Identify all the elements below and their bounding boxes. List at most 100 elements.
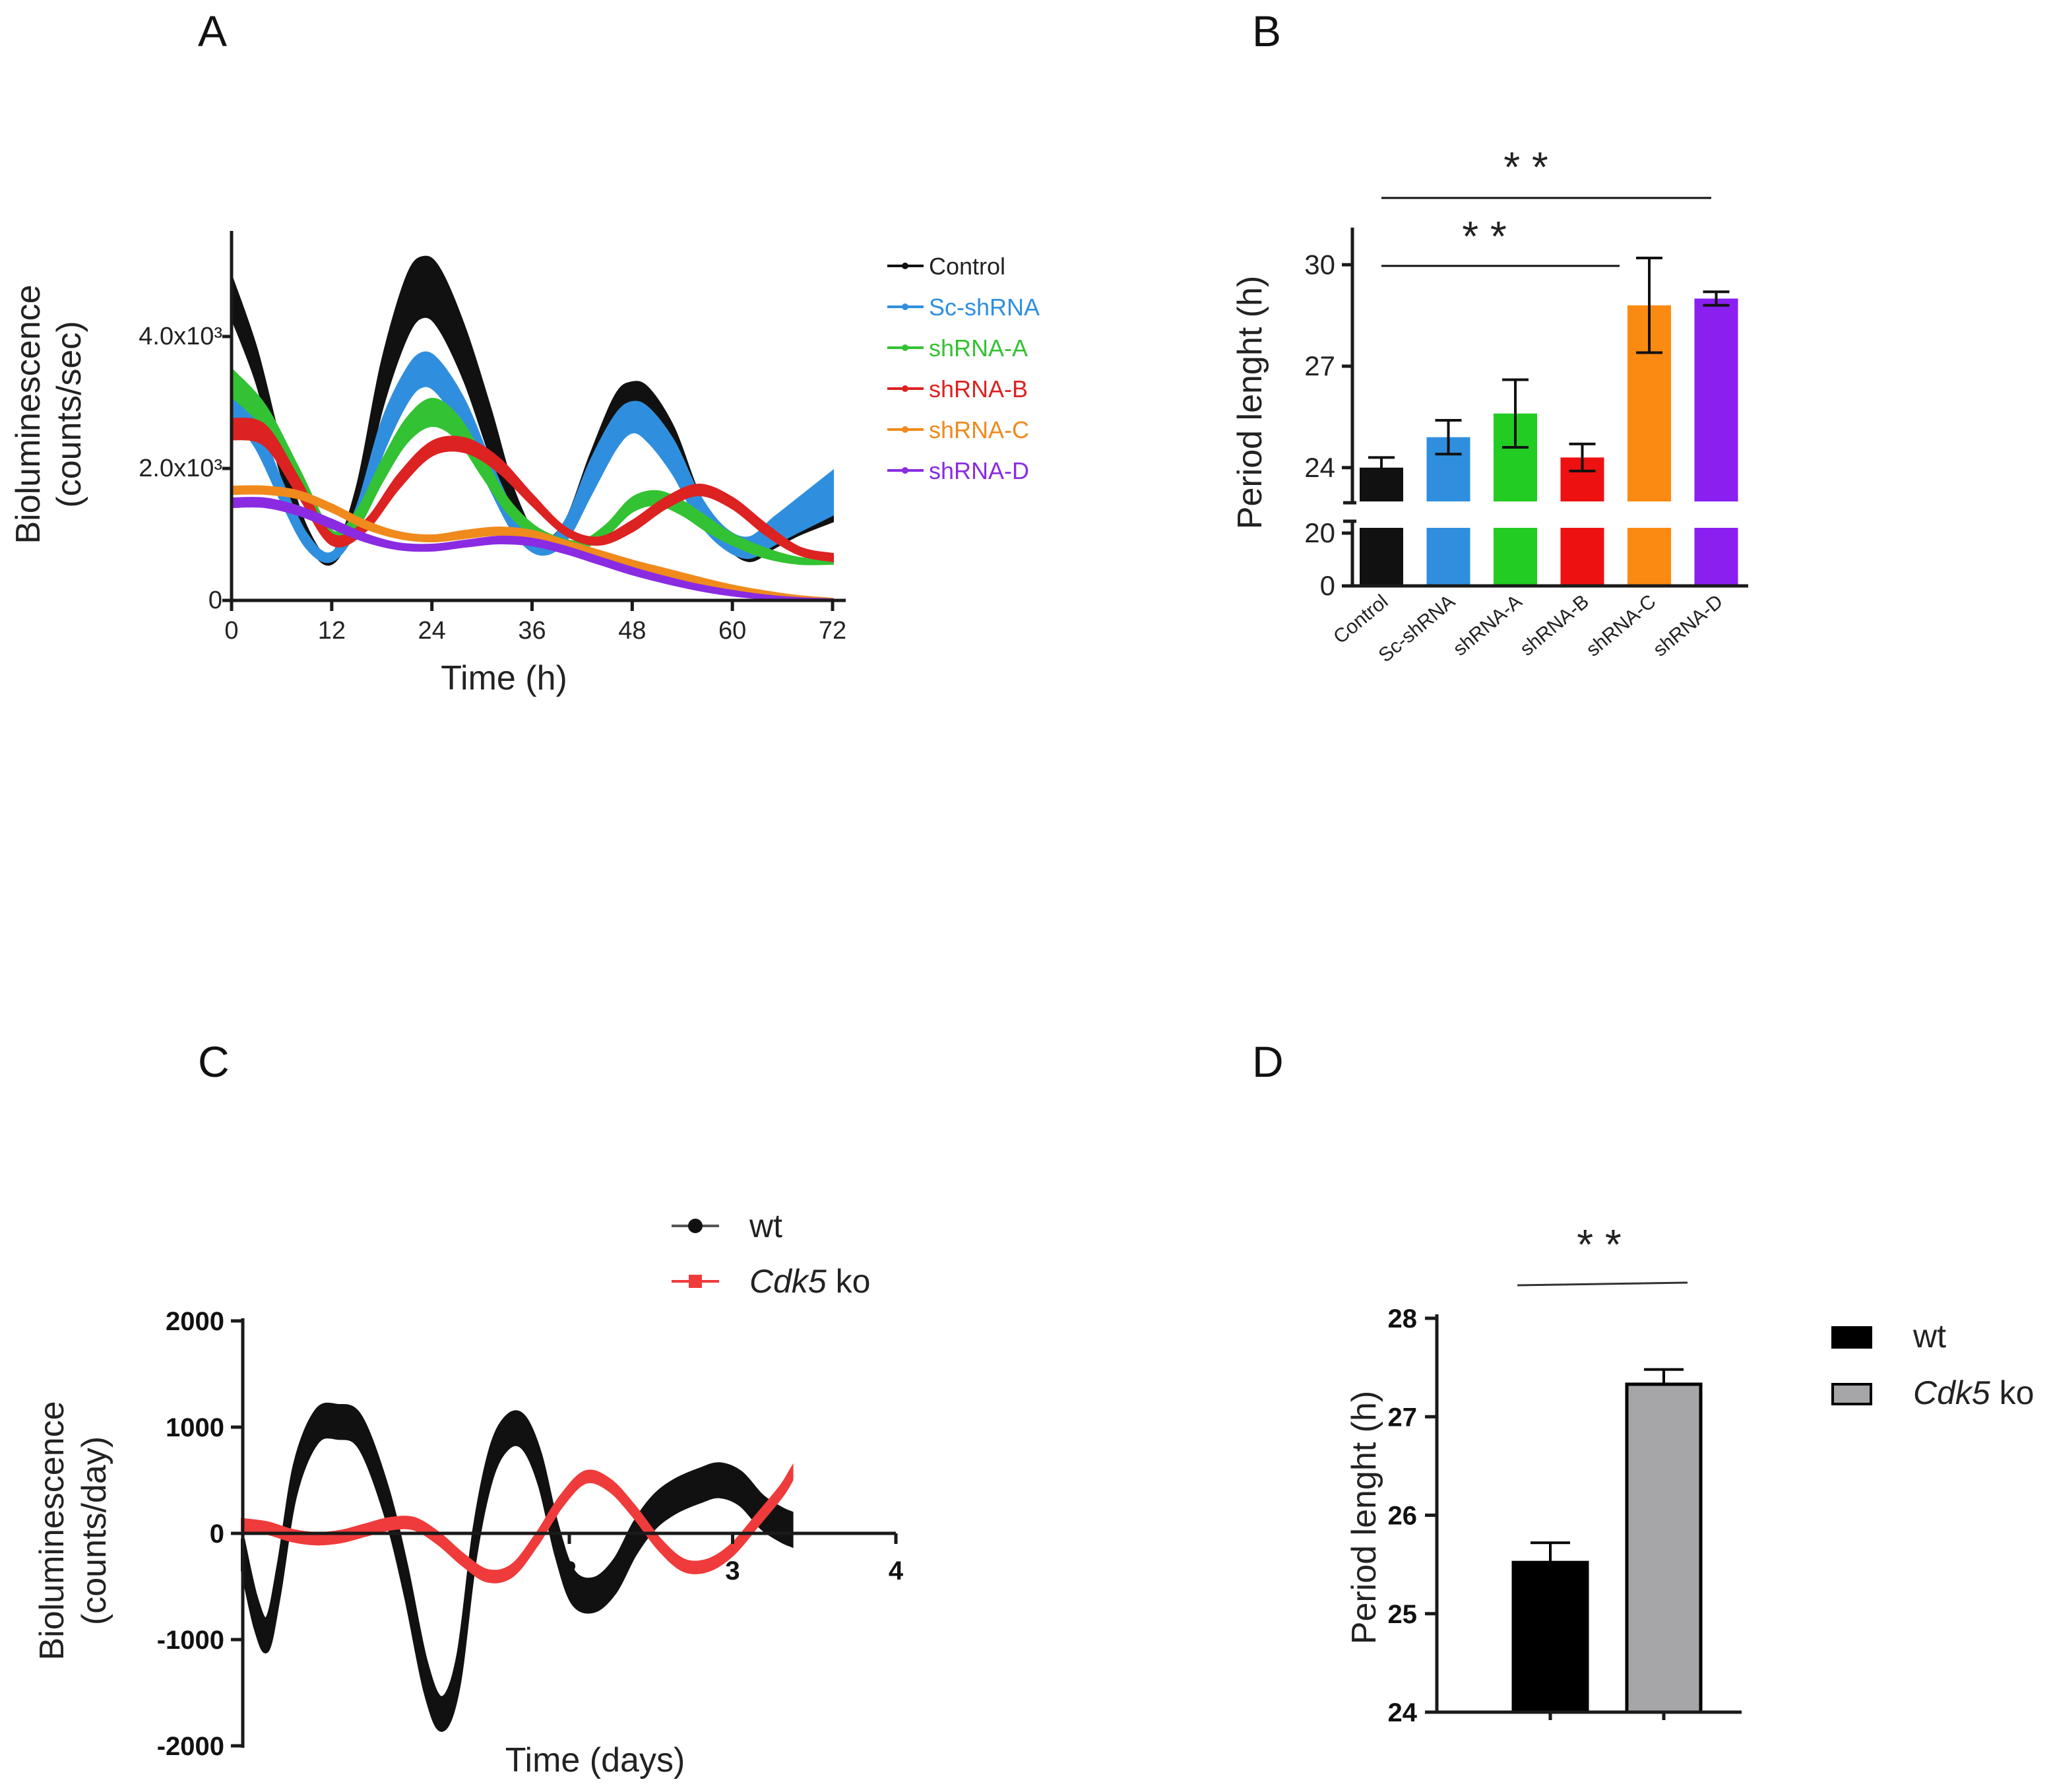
y-tick-label: 25 [1388, 1600, 1418, 1629]
x-tick-label: 48 [618, 617, 646, 645]
panel-a-x-label: Time (h) [441, 659, 567, 697]
panel-d-significance: * * [1517, 1221, 1688, 1287]
panel-b-y-ticks: 0 20 24 27 30 [1304, 249, 1352, 601]
panel-a-letter: A [198, 7, 227, 55]
panel-b: B 0 20 24 27 30 ControlSc-shRNAshRNA-AshRNA-… [1231, 7, 1748, 666]
y-tick-label: 0 [208, 587, 222, 614]
bar-cdk5-ko [1625, 1382, 1703, 1714]
legend-label-cdk5-ko: Cdk5 ko [749, 1263, 870, 1300]
x-tick-label: 24 [418, 617, 446, 645]
y-tick-label: 26 [1388, 1502, 1418, 1531]
legend-label-wt: wt [1912, 1318, 1946, 1355]
legend-marker-wt [688, 1219, 703, 1233]
panel-c-x-label: Time (days) [505, 1741, 685, 1779]
x-tick-label: 36 [518, 617, 546, 645]
legend-label-shrna-a: shRNA-A [929, 335, 1028, 362]
y-tick-label: 4.0x10³ [139, 323, 222, 350]
legend-marker-shrna-a [902, 344, 908, 351]
panel-b-y-label: Period lenght (h) [1231, 276, 1269, 529]
bar-lower-shrna-c [1627, 528, 1671, 586]
panel-c-y-label-line2: (counts/day) [75, 1436, 113, 1625]
panel-b-x-labels: ControlSc-shRNAshRNA-AshRNA-BshRNA-CshRN… [1329, 591, 1727, 666]
x-tick-label: shRNA-C [1582, 591, 1660, 661]
y-tick-label: 0 [1320, 570, 1335, 601]
y-tick-label: 20 [1304, 517, 1335, 548]
significance-label: * * [1503, 143, 1548, 191]
panel-d-legend: wt Cdk5 ko [1831, 1318, 2034, 1411]
bar-lower-control [1360, 528, 1403, 586]
significance-label: * * [1462, 212, 1507, 260]
panel-c-axes [241, 1318, 896, 1748]
panel-d-bars [1511, 1368, 1703, 1714]
legend-label-sc-shrna: Sc-shRNA [929, 294, 1040, 321]
x-tick-label: shRNA-B [1516, 591, 1593, 660]
bar-shrna-d [1694, 298, 1738, 501]
y-tick-label: 1000 [166, 1413, 224, 1442]
x-tick-label: 2 [562, 1556, 577, 1585]
panel-a-y-ticks: 0 2.0x10³ 4.0x10³ [139, 323, 232, 614]
panel-a-x-ticks: 0 12 24 36 48 60 72 [224, 600, 846, 645]
y-tick-label: -2000 [157, 1732, 224, 1761]
legend-marker-shrna-d [902, 467, 908, 474]
x-tick-label: 0 [224, 617, 238, 645]
panel-b-bars [1360, 257, 1738, 586]
panel-d-y-label: Period lenght (h) [1345, 1391, 1383, 1644]
panel-b-axes [1343, 228, 1748, 588]
x-tick-label: shRNA-A [1449, 591, 1527, 660]
panel-a-y-label-line1: Bioluminescence [9, 284, 47, 544]
legend-label-control: Control [929, 253, 1005, 280]
panel-c-y-ticks: -2000 -1000 0 1000 2000 [157, 1307, 243, 1761]
panel-c-y-label-line1: Bioluminescence [33, 1401, 71, 1660]
panel-a: A 0 12 24 36 48 60 72 0 2.0x10³ 4.0x10³ Time (h)… [9, 7, 1040, 697]
bar-lower-shrna-b [1560, 528, 1604, 586]
series-band-cdk5-ko [241, 1463, 794, 1584]
panel-d-y-ticks: 24 25 26 27 28 [1388, 1304, 1437, 1727]
y-tick-label: 0 [210, 1520, 224, 1549]
legend-label-wt: wt [749, 1207, 782, 1244]
x-tick-label: 12 [318, 617, 346, 645]
legend-label-shrna-c: shRNA-C [929, 416, 1029, 443]
legend-marker-control [902, 263, 908, 269]
x-tick-label: Control [1329, 591, 1392, 648]
y-tick-label: -1000 [157, 1626, 224, 1655]
y-tick-label: 30 [1304, 249, 1335, 280]
legend-swatch-wt [1831, 1326, 1872, 1349]
x-tick-label: 3 [725, 1556, 740, 1585]
x-tick-label: 4 [889, 1556, 904, 1585]
panel-a-legend: Control Sc-shRNA shRNA-A shRNA-B shRNA-C shRN… [887, 253, 1040, 484]
panel-d-axes [1435, 1314, 1742, 1720]
panel-b-letter: B [1252, 7, 1281, 55]
bar-lower-shrna-a [1494, 528, 1537, 586]
panel-c-bands [241, 1402, 794, 1732]
panel-d: D 24 25 26 27 28 Period lenght (h) * * wt Cdk… [1252, 1037, 2034, 1727]
significance-label: * * [1577, 1221, 1622, 1268]
x-tick-label: 60 [718, 617, 746, 645]
panel-a-bands [230, 255, 834, 602]
y-tick-label: 27 [1304, 350, 1335, 381]
panel-d-letter: D [1252, 1037, 1284, 1086]
y-tick-label: 27 [1388, 1403, 1418, 1432]
y-tick-label: 24 [1388, 1698, 1418, 1727]
series-band-shrna-b [230, 417, 834, 563]
legend-marker-cdk5-ko [689, 1275, 702, 1288]
legend-marker-sc-shrna [902, 304, 908, 310]
legend-label-shrna-b: shRNA-B [929, 375, 1028, 402]
series-band-wt [241, 1402, 794, 1732]
legend-label-cdk5-ko: Cdk5 ko [1913, 1374, 2034, 1411]
bar-lower-sc-shrna [1426, 528, 1470, 586]
series-band-sc-shrna [230, 351, 834, 563]
bar-lower-shrna-d [1694, 528, 1738, 586]
x-tick-label: 72 [819, 617, 846, 645]
legend-marker-shrna-b [902, 385, 908, 392]
y-tick-label: 28 [1388, 1304, 1418, 1333]
panel-b-significance: * * * * [1381, 143, 1711, 267]
legend-swatch-cdk5-ko [1831, 1383, 1872, 1405]
panel-c: C 2 3 4 -2000 -1000 0 1000 2000 Time (days) Bi… [33, 1037, 904, 1779]
panel-c-legend: wt Cdk5 ko [672, 1207, 870, 1300]
panel-a-y-label-line2: (counts/sec) [50, 321, 88, 507]
significance-line [1517, 1281, 1688, 1287]
bar-wt [1511, 1560, 1589, 1714]
legend-label-shrna-d: shRNA-D [929, 457, 1029, 484]
y-tick-label: 24 [1304, 452, 1335, 483]
